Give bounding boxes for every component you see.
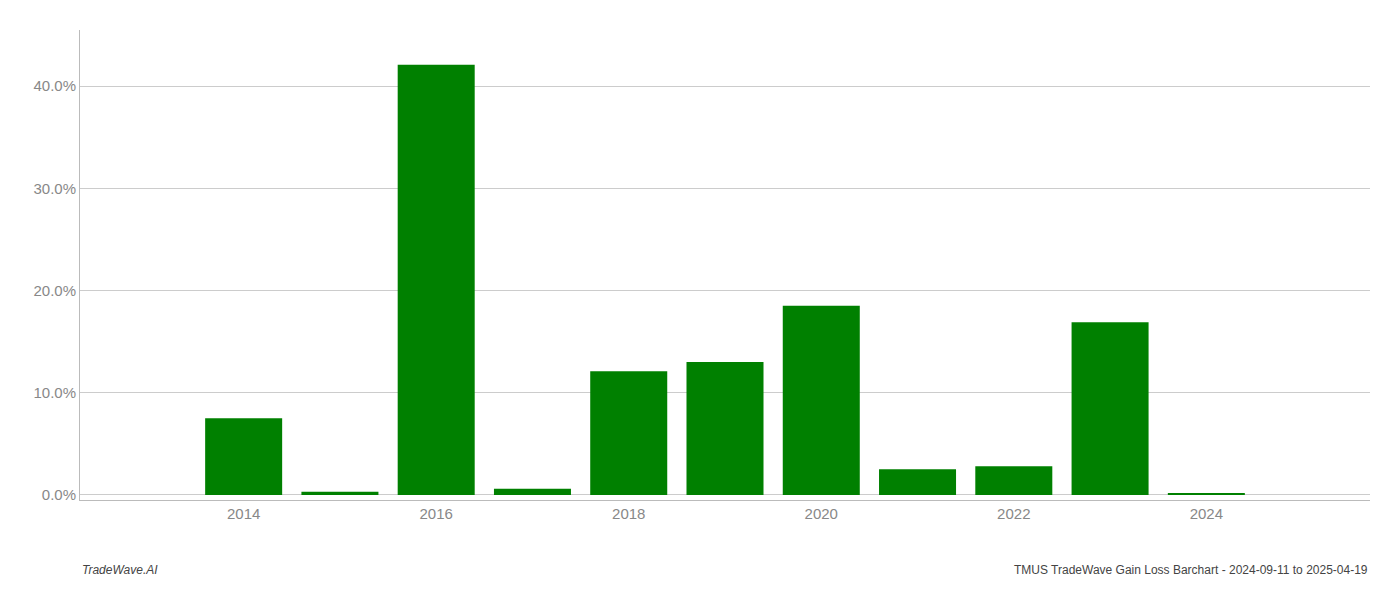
svg-text:20.0%: 20.0% — [33, 282, 76, 299]
svg-text:0.0%: 0.0% — [42, 486, 76, 503]
svg-text:10.0%: 10.0% — [33, 384, 76, 401]
svg-text:2014: 2014 — [227, 505, 260, 522]
svg-text:30.0%: 30.0% — [33, 180, 76, 197]
svg-text:2020: 2020 — [805, 505, 838, 522]
svg-text:TMUS TradeWave Gain Loss Barch: TMUS TradeWave Gain Loss Barchart - 2024… — [1014, 563, 1368, 577]
svg-text:2016: 2016 — [420, 505, 453, 522]
svg-text:40.0%: 40.0% — [33, 77, 76, 94]
svg-text:TradeWave.AI: TradeWave.AI — [82, 563, 158, 577]
svg-text:2022: 2022 — [997, 505, 1030, 522]
svg-text:2018: 2018 — [612, 505, 645, 522]
svg-text:2024: 2024 — [1190, 505, 1223, 522]
